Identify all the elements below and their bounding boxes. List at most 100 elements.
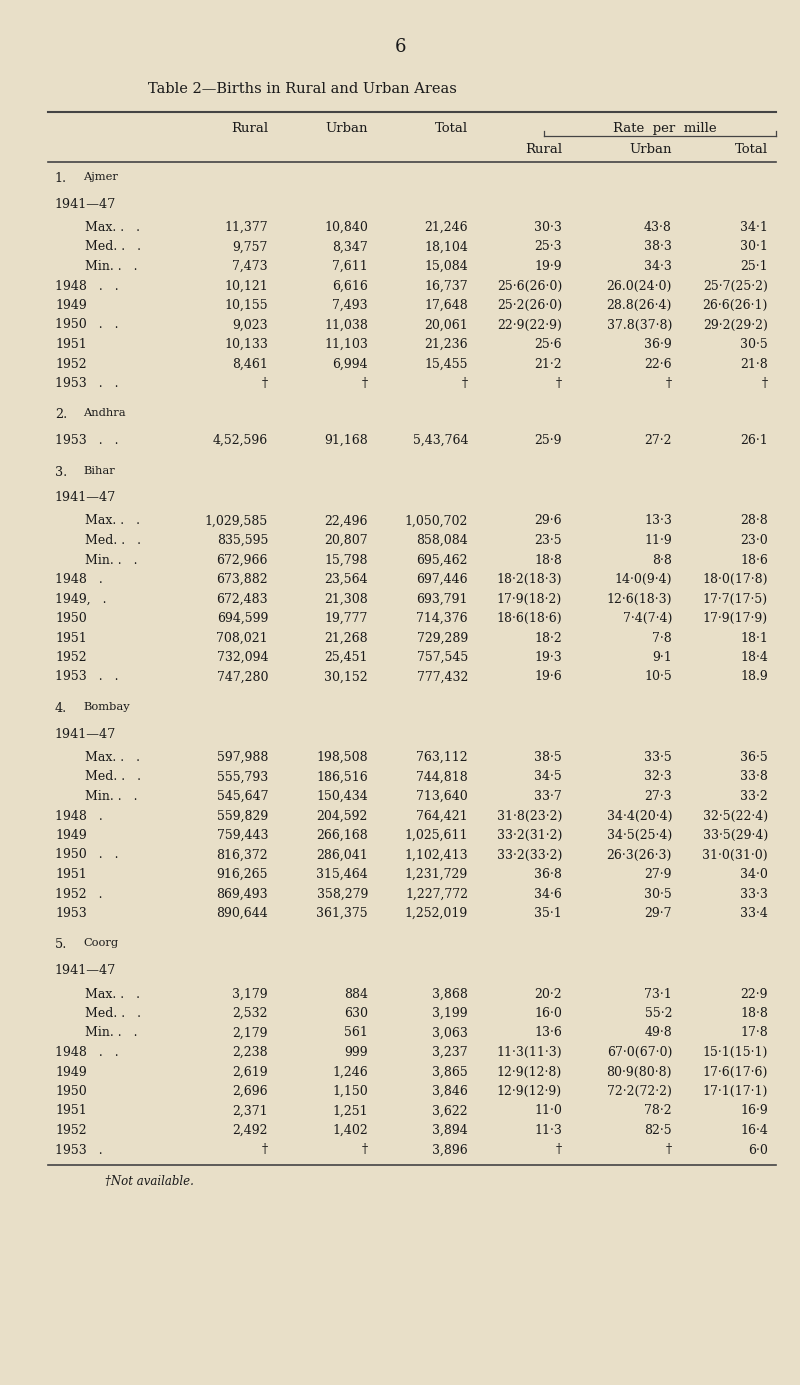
Text: 2,492: 2,492 (233, 1125, 268, 1137)
Text: 7,611: 7,611 (332, 260, 368, 273)
Text: 816,372: 816,372 (216, 849, 268, 861)
Text: 714,376: 714,376 (416, 612, 468, 625)
Text: 26·6(26·1): 26·6(26·1) (702, 299, 768, 312)
Text: 18·8: 18·8 (534, 554, 562, 566)
Text: 2,238: 2,238 (232, 1046, 268, 1060)
Text: 2,179: 2,179 (233, 1026, 268, 1040)
Text: Rural: Rural (525, 143, 562, 157)
Text: 9,023: 9,023 (232, 319, 268, 331)
Text: 80·9(80·8): 80·9(80·8) (606, 1065, 672, 1079)
Text: 21,246: 21,246 (424, 222, 468, 234)
Text: 34·5(25·4): 34·5(25·4) (606, 830, 672, 842)
Text: 1953   .   .: 1953 . . (55, 434, 118, 447)
Text: 16·4: 16·4 (740, 1125, 768, 1137)
Text: 72·2(72·2): 72·2(72·2) (607, 1084, 672, 1098)
Text: 3,622: 3,622 (432, 1104, 468, 1118)
Text: 18·0(17·8): 18·0(17·8) (702, 573, 768, 586)
Text: 697,446: 697,446 (416, 573, 468, 586)
Text: †: † (262, 377, 268, 391)
Text: 12·9(12·9): 12·9(12·9) (497, 1084, 562, 1098)
Text: 1950   .   .: 1950 . . (55, 319, 118, 331)
Text: Med. .   .: Med. . . (85, 770, 141, 784)
Text: 11,377: 11,377 (224, 222, 268, 234)
Text: 597,988: 597,988 (217, 751, 268, 765)
Text: 2,696: 2,696 (232, 1084, 268, 1098)
Text: 32·5(22·4): 32·5(22·4) (703, 809, 768, 823)
Text: 1,252,019: 1,252,019 (405, 907, 468, 920)
Text: 3,846: 3,846 (432, 1084, 468, 1098)
Text: 13·6: 13·6 (534, 1026, 562, 1040)
Text: 21,268: 21,268 (324, 632, 368, 644)
Text: 3,179: 3,179 (232, 988, 268, 1000)
Text: 78·2: 78·2 (644, 1104, 672, 1118)
Text: 11·9: 11·9 (644, 535, 672, 547)
Text: 23,564: 23,564 (324, 573, 368, 586)
Text: 31·0(31·0): 31·0(31·0) (702, 849, 768, 861)
Text: 11·3(11·3): 11·3(11·3) (496, 1046, 562, 1060)
Text: 1.: 1. (55, 172, 67, 186)
Text: 29·6: 29·6 (534, 514, 562, 528)
Text: 10,155: 10,155 (224, 299, 268, 312)
Text: 33·3: 33·3 (740, 888, 768, 900)
Text: †: † (362, 377, 368, 391)
Text: 10·5: 10·5 (644, 670, 672, 684)
Text: 561: 561 (344, 1026, 368, 1040)
Text: 30·3: 30·3 (534, 222, 562, 234)
Text: 11·3: 11·3 (534, 1125, 562, 1137)
Text: Ajmer: Ajmer (83, 172, 118, 181)
Text: 1952: 1952 (55, 651, 86, 663)
Text: 33·4: 33·4 (740, 907, 768, 920)
Text: 15,084: 15,084 (424, 260, 468, 273)
Text: 34·6: 34·6 (534, 888, 562, 900)
Text: 1941—47: 1941—47 (55, 727, 116, 741)
Text: 34·4(20·4): 34·4(20·4) (606, 809, 672, 823)
Text: 29·7: 29·7 (645, 907, 672, 920)
Text: 26·1: 26·1 (740, 434, 768, 447)
Text: 25·3: 25·3 (534, 241, 562, 253)
Text: 10,133: 10,133 (224, 338, 268, 350)
Text: 1950: 1950 (55, 612, 86, 625)
Text: 33·7: 33·7 (534, 789, 562, 803)
Text: †Not available.: †Not available. (105, 1174, 194, 1188)
Text: 2,619: 2,619 (232, 1065, 268, 1079)
Text: 1941—47: 1941—47 (55, 198, 116, 211)
Text: 28·8: 28·8 (740, 514, 768, 528)
Text: Total: Total (735, 143, 768, 157)
Text: †: † (666, 1144, 672, 1156)
Text: 11·0: 11·0 (534, 1104, 562, 1118)
Text: 22·9: 22·9 (741, 988, 768, 1000)
Text: Max. .   .: Max. . . (85, 988, 140, 1000)
Text: 916,265: 916,265 (217, 868, 268, 881)
Text: Total: Total (435, 122, 468, 134)
Text: 18·4: 18·4 (740, 651, 768, 663)
Text: 186,516: 186,516 (316, 770, 368, 784)
Text: †: † (556, 1144, 562, 1156)
Text: 1949,   .: 1949, . (55, 593, 106, 605)
Text: 835,595: 835,595 (217, 535, 268, 547)
Text: 6,616: 6,616 (332, 280, 368, 292)
Text: 19·9: 19·9 (534, 260, 562, 273)
Text: 43·8: 43·8 (644, 222, 672, 234)
Text: 25·1: 25·1 (740, 260, 768, 273)
Text: 27·3: 27·3 (644, 789, 672, 803)
Text: 82·5: 82·5 (644, 1125, 672, 1137)
Text: 18·1: 18·1 (740, 632, 768, 644)
Text: 1,029,585: 1,029,585 (205, 514, 268, 528)
Text: 1,227,772: 1,227,772 (405, 888, 468, 900)
Text: 559,829: 559,829 (217, 809, 268, 823)
Text: 17,648: 17,648 (424, 299, 468, 312)
Text: 1,150: 1,150 (332, 1084, 368, 1098)
Text: 1,050,702: 1,050,702 (405, 514, 468, 528)
Text: 25·7(25·2): 25·7(25·2) (703, 280, 768, 292)
Text: 55·2: 55·2 (645, 1007, 672, 1019)
Text: 20,807: 20,807 (324, 535, 368, 547)
Text: Min. .   .: Min. . . (85, 789, 138, 803)
Text: 286,041: 286,041 (316, 849, 368, 861)
Text: 33·5: 33·5 (644, 751, 672, 765)
Text: 1952: 1952 (55, 1125, 86, 1137)
Text: 25·6: 25·6 (534, 338, 562, 350)
Text: 1948   .: 1948 . (55, 573, 102, 586)
Text: †: † (362, 1144, 368, 1156)
Text: 1951: 1951 (55, 1104, 86, 1118)
Text: 729,289: 729,289 (417, 632, 468, 644)
